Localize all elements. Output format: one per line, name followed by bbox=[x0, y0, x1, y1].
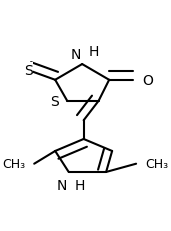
Text: H: H bbox=[88, 45, 98, 59]
Text: CH₃: CH₃ bbox=[145, 158, 168, 170]
Text: S: S bbox=[24, 64, 33, 78]
Text: N: N bbox=[57, 178, 67, 192]
Text: O: O bbox=[142, 73, 153, 87]
Text: N: N bbox=[70, 48, 81, 62]
Text: H: H bbox=[75, 178, 85, 192]
Text: CH₃: CH₃ bbox=[2, 158, 25, 170]
Text: S: S bbox=[50, 94, 59, 108]
